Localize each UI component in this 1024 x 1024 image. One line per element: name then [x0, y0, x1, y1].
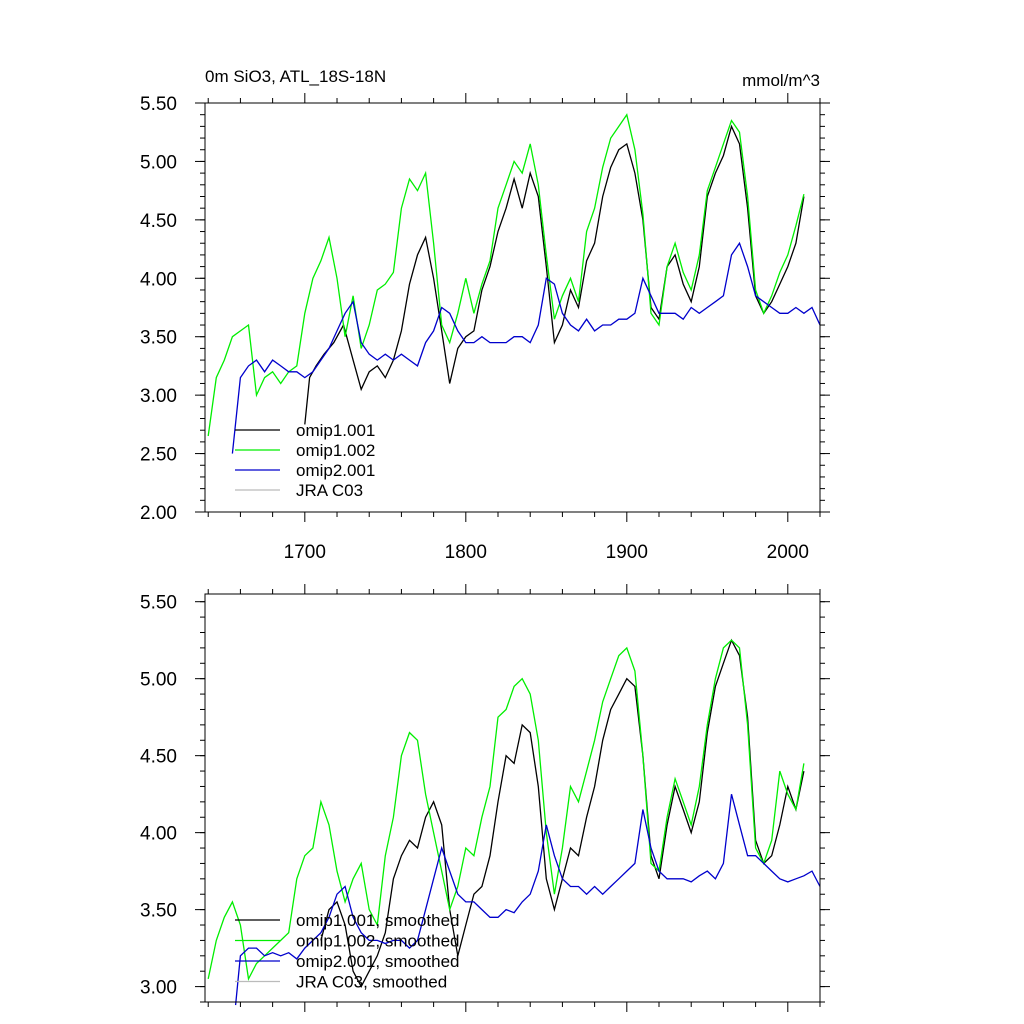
y-tick-label: 3.00	[140, 386, 177, 407]
top-axes: 1700 1800 1900 2000 2.00 2.50 3.00 3.50 4.00 4.50…	[140, 93, 830, 563]
series-line-omip2-001	[231, 241, 821, 454]
y-tick-label: 5.50	[140, 94, 177, 115]
legend-label: omip1.001	[296, 421, 375, 440]
y-tick-label: 3.50	[140, 328, 177, 349]
x-tick-label: 2000	[767, 542, 809, 563]
legend-label: omip1.002	[296, 441, 375, 460]
legend-label: omip1.002, smoothed	[296, 932, 460, 951]
bottom-legend: omip1.001, smoothed omip1.002, smoothedom…	[235, 911, 460, 992]
y-tick-label: 4.50	[140, 211, 177, 232]
top-panel: 0m SiO3, ATL_18S-18N mmol/m^3 1700 1800 19…	[140, 67, 830, 563]
top-panel-units: mmol/m^3	[742, 71, 820, 90]
legend-label: JRA C03	[296, 481, 363, 500]
top-series-layer	[207, 113, 821, 454]
y-tick-label: 2.00	[140, 503, 177, 524]
legend-label: omip2.001, smoothed	[296, 952, 460, 971]
y-tick-label: 5.00	[140, 670, 177, 691]
top-panel-title: 0m SiO3, ATL_18S-18N	[205, 67, 386, 86]
bottom-plot-frame	[204, 593, 821, 1003]
x-tick-label: 1900	[606, 542, 648, 563]
series-line-omip2-001-smoothed	[234, 794, 821, 1006]
y-tick-label: 5.50	[140, 593, 177, 614]
bottom-series-layer	[207, 638, 821, 1006]
series-line-omip1-001	[304, 124, 805, 425]
y-tick-label: 4.50	[140, 747, 177, 768]
top-plot-frame	[204, 102, 821, 513]
legend-label: JRA C03, smoothed	[296, 973, 447, 992]
x-tick-label: 1700	[284, 542, 326, 563]
legend-label: omip1.001, smoothed	[296, 911, 460, 930]
bottom-axes: 3.00 3.50 4.00 4.50 5.00 5.50	[140, 584, 830, 1012]
series-line-omip1-002	[207, 113, 805, 437]
y-tick-label: 4.00	[140, 824, 177, 845]
x-tick-label: 1800	[445, 542, 487, 563]
y-tick-label: 4.00	[140, 269, 177, 290]
legend-label: omip2.001	[296, 461, 375, 480]
series-line-omip1-002-smoothed	[207, 639, 805, 981]
y-tick-label: 3.50	[140, 901, 177, 922]
y-tick-label: 2.50	[140, 445, 177, 466]
y-tick-label: 5.00	[140, 152, 177, 173]
bottom-panel: 3.00 3.50 4.00 4.50 5.00 5.50 omip1.001, smoo…	[140, 584, 830, 1012]
y-tick-label: 3.00	[140, 978, 177, 999]
